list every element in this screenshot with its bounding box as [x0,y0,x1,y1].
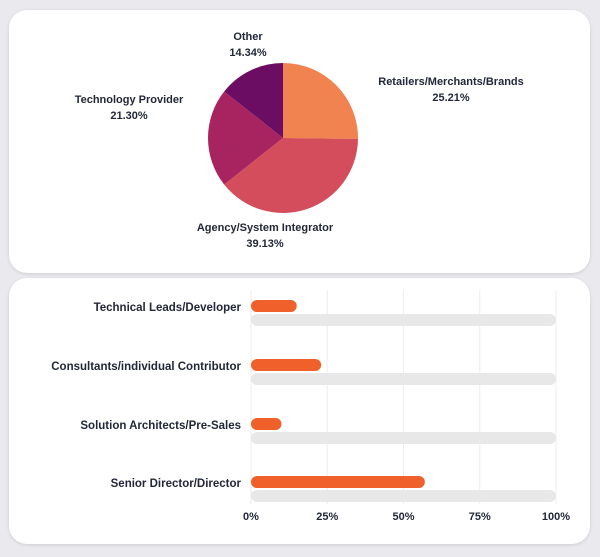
bar-track [251,314,556,326]
pie-value-retailers-merchants-brands: 25.21% [432,92,470,104]
pie-value-other: 14.34% [229,47,267,59]
category-label-senior-director-director: Senior Director/Director [111,478,242,490]
category-label-technical-leads-developer: Technical Leads/Developer [94,302,242,314]
x-tick-label: 0% [243,511,259,523]
pie-label-other: Other [233,31,263,43]
x-tick-label: 25% [316,511,338,523]
bar-solution-architects-pre-sales [251,418,282,430]
pie-label-agency-system-integrator: Agency/System Integrator [197,222,334,234]
pie-slice-other [224,63,283,138]
bar-senior-director-director [251,476,425,488]
bar-track [251,432,556,444]
bar-consultants-individual-contributor [251,359,322,371]
pie-label-technology-provider: Technology Provider [75,94,184,106]
bar-chart-card: 0% 25% 50% 75% 100% Technical Leads/Developer… [9,278,590,544]
bar-chart: 0% 25% 50% 75% 100% Technical Leads/Developer… [51,290,570,523]
pie-chart: Retailers/Merchants/Brands 25.21% Agency/S… [75,31,524,250]
category-label-consultants-individual-contributor: Consultants/individual Contributor [51,361,241,373]
x-tick-label: 75% [469,511,491,523]
category-label-solution-architects-pre-sales: Solution Architects/Pre-Sales [80,420,241,432]
x-tick-label: 100% [542,511,570,523]
pie-chart-card: Retailers/Merchants/Brands 25.21% Agency/S… [9,10,590,273]
pie-value-technology-provider: 21.30% [110,110,148,122]
bar-technical-leads-developer [251,300,297,312]
bar-track [251,373,556,385]
pie-label-retailers-merchants-brands: Retailers/Merchants/Brands [378,76,524,88]
pie-slice-retailers-merchants-brands [283,63,358,140]
bar-track [251,490,556,502]
pie-value-agency-system-integrator: 39.13% [246,238,284,250]
x-tick-label: 50% [392,511,414,523]
pie-slice-technology-provider [208,91,283,185]
pie-slice-agency-system-integrator [224,138,358,213]
